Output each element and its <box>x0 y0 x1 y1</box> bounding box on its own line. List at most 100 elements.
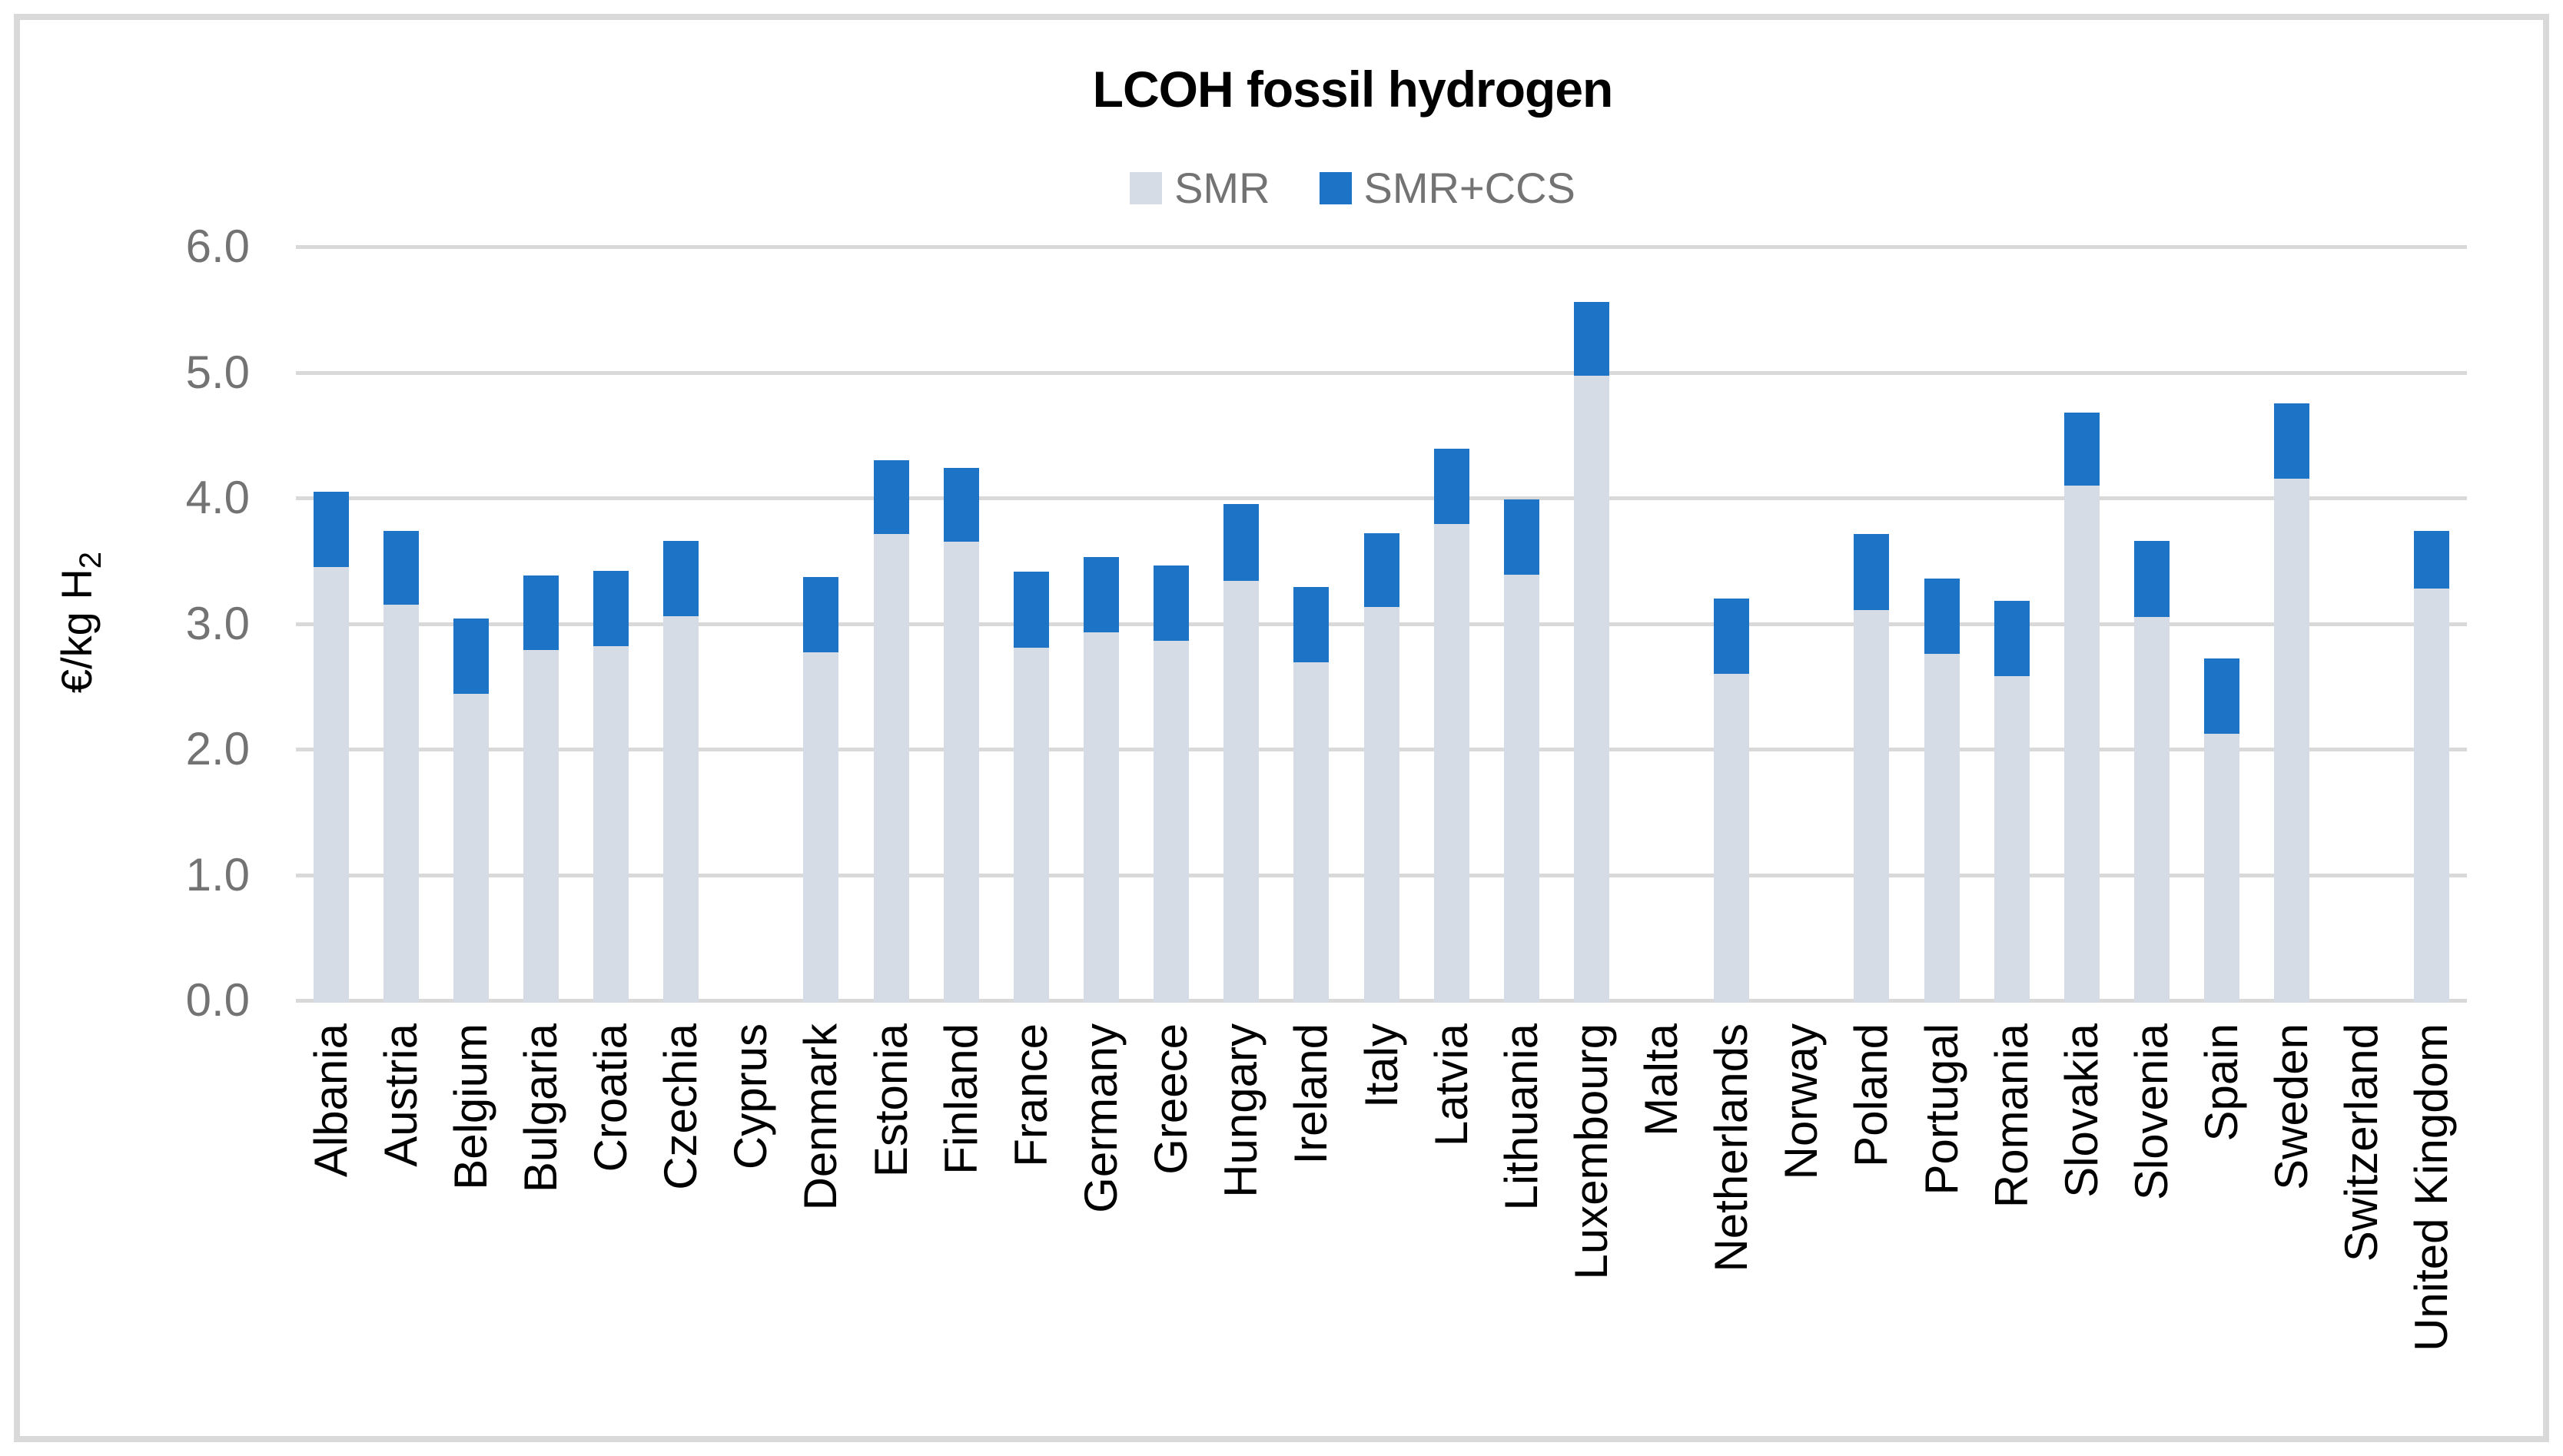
y-tick-label-5.0: 5.0 <box>185 346 250 398</box>
x-axis-label-greece: Greece <box>1145 1023 1197 1175</box>
bar-smr-slovakia <box>2063 485 2100 1003</box>
bar-smr-france <box>1013 647 1049 1003</box>
gridline-5.0 <box>296 370 2467 375</box>
x-axis-label-slot-united-kingdom: United Kingdom <box>2397 1023 2466 1454</box>
x-axis-label-sweden: Sweden <box>2266 1023 2318 1190</box>
x-axis-label-slot-finland: Finland <box>927 1023 996 1454</box>
y-tick-label-0.0: 0.0 <box>185 974 250 1026</box>
bar-smr-ccs-netherlands <box>1714 598 1750 674</box>
bar-smr-ccs-poland <box>1854 534 1890 610</box>
chart-title: LCOH fossil hydrogen <box>1092 61 1614 118</box>
chart-border <box>14 14 2549 1442</box>
bar-smr-estonia <box>873 534 909 1003</box>
legend: SMR SMR+CCS <box>296 163 2409 213</box>
x-axis-label-slot-switzerland: Switzerland <box>2327 1023 2396 1454</box>
bar-smr-ccs-czechia <box>663 540 699 616</box>
y-tick-label-2.0: 2.0 <box>185 723 250 774</box>
bar-smr-ccs-croatia <box>593 570 629 646</box>
bar-smr-greece <box>1154 641 1190 1003</box>
bar-smr-ccs-ireland <box>1293 587 1330 663</box>
x-axis-label-slot-belgium: Belgium <box>437 1023 506 1454</box>
bar-smr-ccs-denmark <box>803 577 839 653</box>
x-axis-label-slot-croatia: Croatia <box>576 1023 646 1454</box>
x-axis-label-denmark: Denmark <box>795 1023 847 1211</box>
x-axis-label-slot-romania: Romania <box>1977 1023 2047 1454</box>
x-axis-label-luxembourg: Luxembourg <box>1565 1023 1617 1280</box>
x-axis-label-czechia: Czechia <box>655 1023 707 1190</box>
x-axis-label-poland: Poland <box>1845 1023 1897 1167</box>
x-axis-label-bulgaria: Bulgaria <box>514 1023 566 1193</box>
x-axis-label-germany: Germany <box>1074 1023 1127 1213</box>
bar-smr-slovenia <box>2133 617 2170 1003</box>
bar-smr-portugal <box>1924 653 1960 1003</box>
x-axis-label-latvia: Latvia <box>1425 1023 1477 1147</box>
x-axis-label-portugal: Portugal <box>1915 1023 1967 1196</box>
y-tick-label-3.0: 3.0 <box>185 597 250 649</box>
x-axis-label-estonia: Estonia <box>865 1023 917 1178</box>
x-axis-label-norway: Norway <box>1775 1023 1828 1180</box>
bar-smr-czechia <box>663 615 699 1003</box>
x-axis-label-slovenia: Slovenia <box>2125 1023 2177 1201</box>
bar-smr-ccs-estonia <box>873 459 909 535</box>
bar-smr-ccs-spain <box>2204 658 2240 735</box>
x-axis-label-slot-italy: Italy <box>1347 1023 1416 1454</box>
legend-label: SMR+CCS <box>1363 164 1575 212</box>
x-axis-label-hungary: Hungary <box>1215 1023 1267 1198</box>
x-axis-label-slot-latvia: Latvia <box>1417 1023 1486 1454</box>
x-axis-label-slot-albania: Albania <box>297 1023 366 1454</box>
legend-swatch-icon <box>1130 171 1163 204</box>
x-axis-label-slot-slovenia: Slovenia <box>2117 1023 2186 1454</box>
bar-smr-italy <box>1363 607 1399 1003</box>
x-axis-label-switzerland: Switzerland <box>2336 1023 2388 1262</box>
bar-smr-netherlands <box>1714 673 1750 1003</box>
y-axis-title-subscript: 2 <box>74 551 108 569</box>
bar-smr-ccs-finland <box>943 467 979 542</box>
bar-smr-ccs-sweden <box>2274 403 2310 479</box>
x-axis-label-united-kingdom: United Kingdom <box>2405 1023 2458 1352</box>
x-axis-label-austria: Austria <box>374 1023 427 1167</box>
x-axis-label-slot-germany: Germany <box>1067 1023 1136 1454</box>
bar-smr-albania <box>313 566 349 1003</box>
x-axis-label-slot-france: France <box>997 1023 1066 1454</box>
bar-smr-hungary <box>1223 580 1260 1003</box>
x-axis-label-netherlands: Netherlands <box>1705 1023 1758 1272</box>
x-axis-label-albania: Albania <box>304 1023 357 1178</box>
y-tick-label-6.0: 6.0 <box>185 221 250 272</box>
x-axis-label-romania: Romania <box>1985 1023 2037 1209</box>
bar-smr-luxembourg <box>1573 376 1609 1003</box>
gridline-6.0 <box>296 245 2467 249</box>
x-axis-label-slot-czechia: Czechia <box>646 1023 715 1454</box>
x-axis-label-slot-cyprus: Cyprus <box>716 1023 785 1454</box>
bar-smr-latvia <box>1433 524 1469 1003</box>
bar-smr-ccs-germany <box>1083 556 1119 632</box>
bar-smr-ccs-latvia <box>1433 449 1469 525</box>
bar-smr-ccs-albania <box>313 491 349 567</box>
bar-smr-ccs-france <box>1013 572 1049 648</box>
legend-item-smr: SMR <box>1130 163 1270 213</box>
bar-smr-ccs-united-kingdom <box>2414 530 2450 589</box>
x-axis-label-ireland: Ireland <box>1285 1023 1337 1165</box>
bar-smr-bulgaria <box>523 649 559 1003</box>
bar-smr-ccs-slovakia <box>2063 412 2100 486</box>
bar-smr-ccs-bulgaria <box>523 575 559 650</box>
bar-smr-sweden <box>2274 479 2310 1003</box>
legend-swatch-icon <box>1319 171 1352 204</box>
x-axis-label-slot-lithuania: Lithuania <box>1487 1023 1556 1454</box>
x-axis-label-slot-bulgaria: Bulgaria <box>506 1023 576 1454</box>
bar-smr-ccs-lithuania <box>1503 499 1539 575</box>
x-axis-label-slot-luxembourg: Luxembourg <box>1557 1023 1626 1454</box>
x-axis-label-slot-austria: Austria <box>367 1023 436 1454</box>
bar-smr-belgium <box>453 694 489 1003</box>
x-axis-label-slot-slovakia: Slovakia <box>2047 1023 2116 1454</box>
bar-smr-ccs-slovenia <box>2133 540 2170 618</box>
bar-smr-spain <box>2204 734 2240 1003</box>
bar-smr-croatia <box>593 645 629 1003</box>
x-axis-label-slot-greece: Greece <box>1137 1023 1206 1454</box>
gridline-4.0 <box>296 496 2467 500</box>
legend-item-smr-ccs: SMR+CCS <box>1319 163 1575 213</box>
x-axis-label-slot-spain: Spain <box>2187 1023 2256 1454</box>
bar-smr-austria <box>383 604 419 1003</box>
bar-smr-finland <box>943 542 979 1003</box>
bar-smr-ccs-greece <box>1154 565 1190 642</box>
x-axis-label-slot-poland: Poland <box>1837 1023 1906 1454</box>
